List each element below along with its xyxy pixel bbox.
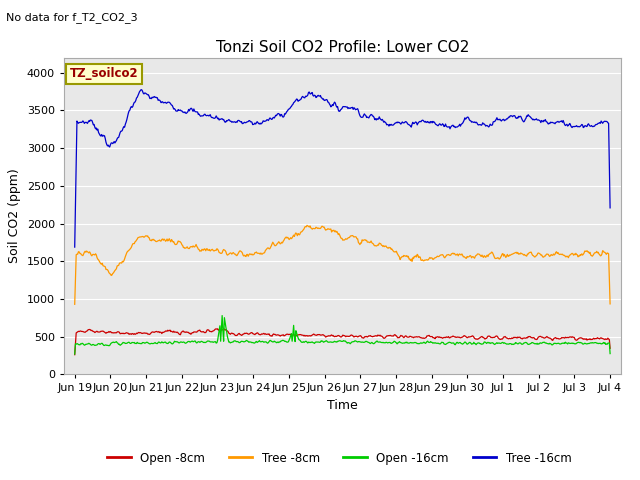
Y-axis label: Soil CO2 (ppm): Soil CO2 (ppm): [8, 168, 21, 264]
Title: Tonzi Soil CO2 Profile: Lower CO2: Tonzi Soil CO2 Profile: Lower CO2: [216, 40, 469, 55]
Text: TZ_soilco2: TZ_soilco2: [70, 67, 138, 80]
Text: No data for f_T2_CO2_3: No data for f_T2_CO2_3: [6, 12, 138, 23]
X-axis label: Time: Time: [327, 399, 358, 412]
Legend: Open -8cm, Tree -8cm, Open -16cm, Tree -16cm: Open -8cm, Tree -8cm, Open -16cm, Tree -…: [102, 447, 576, 469]
